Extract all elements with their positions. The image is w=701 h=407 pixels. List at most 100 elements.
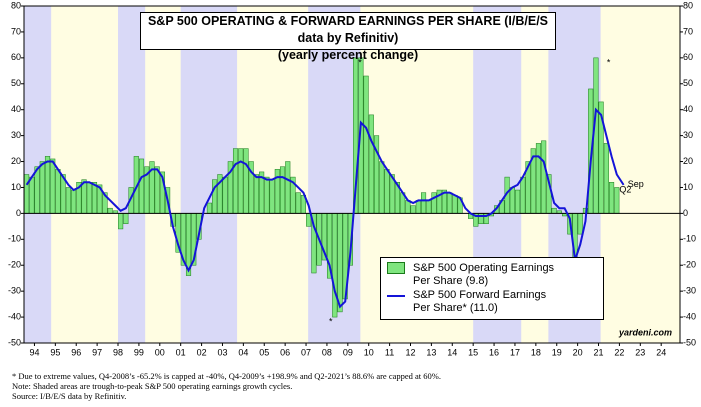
bar bbox=[34, 166, 40, 214]
bar bbox=[614, 187, 620, 214]
x-tick-label: 18 bbox=[531, 347, 541, 357]
bar bbox=[253, 174, 259, 214]
y2-tick-label: 10 bbox=[683, 182, 693, 192]
x-tick-label: 10 bbox=[364, 347, 374, 357]
y2-tick-label: 20 bbox=[683, 156, 693, 166]
y2-tick-label: -50 bbox=[683, 337, 696, 347]
chart-subtitle: (yearly percent change) bbox=[277, 48, 419, 62]
bar bbox=[50, 158, 56, 214]
y-tick-label: 10 bbox=[11, 182, 21, 192]
x-tick-label: 17 bbox=[510, 347, 520, 357]
y2-tick-label: -40 bbox=[683, 311, 696, 321]
bar bbox=[138, 158, 145, 214]
bar bbox=[295, 192, 301, 214]
x-tick-label: 11 bbox=[385, 347, 394, 357]
legend-label: S&P 500 Forward Earnings Per Share* (11.… bbox=[413, 289, 547, 314]
bar bbox=[118, 213, 124, 230]
x-tick-label: 01 bbox=[176, 347, 186, 357]
bar bbox=[65, 187, 71, 214]
y-tick-label: 0 bbox=[16, 208, 21, 218]
x-tick-label: 97 bbox=[92, 347, 102, 357]
x-tick-label: 12 bbox=[405, 347, 415, 357]
x-tick-label: 04 bbox=[238, 347, 248, 357]
bar bbox=[452, 194, 458, 214]
legend-label: S&P 500 Operating Earnings Per Share (9.… bbox=[413, 262, 555, 287]
bar bbox=[29, 176, 35, 214]
legend: S&P 500 Operating Earnings Per Share (9.… bbox=[380, 257, 604, 320]
bar bbox=[609, 182, 615, 214]
y-tick-label: -40 bbox=[8, 311, 21, 321]
x-tick-label: 24 bbox=[656, 347, 666, 357]
y2-tick-label: -10 bbox=[683, 234, 696, 244]
y-tick-label: 30 bbox=[11, 130, 21, 140]
bar bbox=[86, 182, 92, 214]
bar bbox=[603, 143, 609, 214]
y-tick-label: -10 bbox=[8, 234, 21, 244]
x-tick-label: 16 bbox=[489, 347, 499, 357]
bar bbox=[384, 169, 390, 214]
bar bbox=[551, 207, 557, 214]
bar bbox=[509, 187, 515, 214]
chart: -50-40-30-20-1001020304050607080-50-40-3… bbox=[8, 0, 696, 357]
plot-frame bbox=[23, 5, 681, 344]
legend-swatch bbox=[387, 262, 405, 274]
line bbox=[25, 107, 625, 309]
y2-tick-label: 80 bbox=[683, 0, 693, 10]
annotation: Q2 bbox=[619, 184, 631, 194]
bar bbox=[123, 213, 129, 225]
x-tick-label: 94 bbox=[29, 347, 39, 357]
y-tick-label: 70 bbox=[11, 26, 21, 36]
bar bbox=[421, 192, 427, 214]
x-tick-label: 14 bbox=[447, 347, 457, 357]
bar bbox=[154, 166, 160, 214]
bar bbox=[39, 161, 45, 214]
legend-swatch bbox=[387, 295, 405, 297]
legend-item: S&P 500 Operating Earnings Per Share (9.… bbox=[387, 262, 597, 288]
bar bbox=[577, 213, 583, 235]
y-tick-label: -50 bbox=[8, 337, 21, 347]
x-tick-label: 13 bbox=[426, 347, 436, 357]
bar bbox=[541, 140, 547, 214]
y-tick-label: 60 bbox=[11, 52, 21, 62]
title-box: S&P 500 OPERATING & FORWARD EARNINGS PER… bbox=[140, 12, 556, 62]
bar bbox=[107, 207, 113, 214]
bar bbox=[222, 176, 228, 214]
y2-tick-label: 40 bbox=[683, 104, 693, 114]
bar bbox=[238, 148, 244, 214]
x-tick-label: 09 bbox=[343, 347, 353, 357]
bar bbox=[363, 75, 369, 214]
y-tick-label: -30 bbox=[8, 286, 21, 296]
x-tick-label: 15 bbox=[468, 347, 478, 357]
y2-tick-label: 30 bbox=[683, 130, 693, 140]
y2-tick-label: -30 bbox=[683, 286, 696, 296]
y-tick-label: 20 bbox=[11, 156, 21, 166]
annotation: * bbox=[358, 57, 362, 67]
footnotes: * Due to extreme values, Q4-2008’s -65.2… bbox=[12, 371, 441, 401]
bar bbox=[24, 174, 30, 214]
y2-tick-label: 70 bbox=[683, 26, 693, 36]
legend-item: S&P 500 Forward Earnings Per Share* (11.… bbox=[387, 289, 597, 315]
bar bbox=[285, 161, 291, 214]
bar bbox=[269, 179, 275, 214]
bar bbox=[264, 176, 270, 214]
bar bbox=[515, 189, 521, 214]
x-tick-label: 07 bbox=[301, 347, 311, 357]
bar bbox=[206, 202, 212, 214]
x-tick-label: 02 bbox=[197, 347, 207, 357]
x-tick-label: 05 bbox=[259, 347, 269, 357]
x-tick-label: 96 bbox=[71, 347, 81, 357]
bar bbox=[431, 192, 437, 214]
bar bbox=[535, 143, 542, 214]
bar bbox=[520, 176, 526, 214]
bar bbox=[426, 200, 432, 214]
bar bbox=[332, 213, 338, 318]
annotation: * bbox=[607, 57, 611, 67]
y2-tick-label: 60 bbox=[683, 52, 693, 62]
x-tick-label: 20 bbox=[573, 347, 583, 357]
bar bbox=[405, 200, 411, 214]
x-tick-label: 06 bbox=[280, 347, 290, 357]
y2-tick-label: 0 bbox=[683, 208, 688, 218]
y2-tick-label: 50 bbox=[683, 78, 693, 88]
footnote: Note: Shaded areas are trough-to-peak S&… bbox=[12, 381, 293, 391]
bar bbox=[337, 213, 343, 313]
